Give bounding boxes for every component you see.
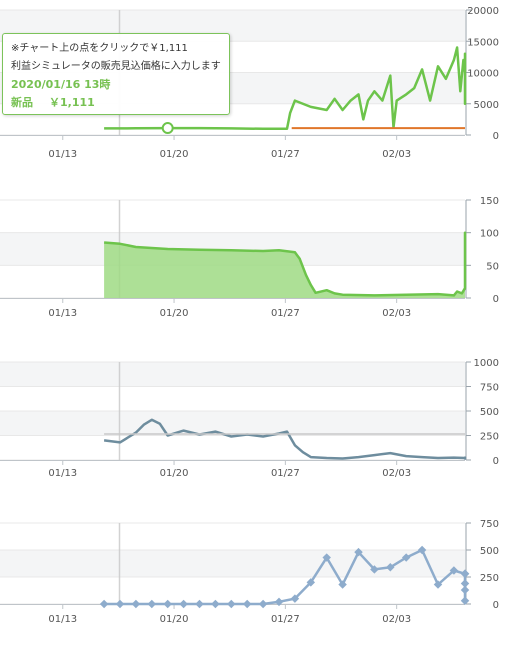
- y-tick-label: 0: [493, 600, 499, 611]
- chart-tooltip: ※チャート上の点をクリックで￥1,111 利益シミュレータの販売見込価格に入力し…: [2, 33, 230, 115]
- data-point: [147, 599, 157, 609]
- series-area-fill: [104, 232, 465, 298]
- data-point: [131, 599, 141, 609]
- tooltip-date: 2020/01/16 13時: [11, 78, 111, 91]
- x-tick-label: 01/27: [271, 308, 300, 319]
- data-point: [338, 580, 347, 589]
- x-tick-label: 02/03: [382, 308, 411, 319]
- y-tick-label: 1000: [474, 358, 499, 369]
- x-tick-label: 01/20: [160, 468, 189, 479]
- data-point: [179, 599, 188, 609]
- y-tick-label: 500: [480, 407, 499, 418]
- data-point: [433, 580, 443, 589]
- x-tick-label: 01/20: [160, 614, 189, 625]
- y-tick-label: 5000: [474, 100, 499, 111]
- y-tick-label: 50: [486, 261, 499, 272]
- tooltip-note-line2: 利益シミュレータの販売見込価格に入力します: [11, 61, 221, 72]
- data-point: [401, 553, 411, 562]
- x-tick-label: 01/27: [271, 149, 300, 160]
- x-tick-label: 02/03: [382, 149, 411, 160]
- x-tick-label: 01/27: [271, 614, 300, 625]
- data-point: [163, 599, 172, 609]
- y-tick-label: 0: [493, 131, 499, 142]
- x-tick-label: 02/03: [382, 614, 411, 625]
- y-tick-label: 100: [480, 229, 499, 240]
- hover-marker: [161, 122, 174, 135]
- data-point: [370, 565, 379, 574]
- tooltip-note-line1: ※チャート上の点をクリックで￥1,111: [11, 43, 188, 54]
- y-tick-label: 500: [480, 546, 499, 557]
- y-tick-label: 750: [480, 383, 499, 394]
- data-point: [258, 599, 268, 609]
- data-point: [460, 585, 470, 595]
- x-tick-label: 01/13: [48, 468, 77, 479]
- data-point: [354, 547, 363, 557]
- data-point: [115, 599, 125, 609]
- y-tick-label: 750: [480, 519, 499, 530]
- y-tick-label: 0: [493, 456, 499, 467]
- plot-band: [0, 550, 465, 577]
- x-tick-label: 01/13: [48, 308, 77, 319]
- data-point: [211, 599, 220, 609]
- data-point: [195, 599, 204, 609]
- series-line-sellers: [103, 418, 467, 460]
- data-point: [460, 569, 470, 579]
- data-point: [460, 579, 470, 588]
- data-point: [227, 599, 236, 609]
- x-tick-label: 02/03: [382, 468, 411, 479]
- tooltip-series-label: 新品: [11, 96, 33, 109]
- x-tick-label: 01/20: [160, 149, 189, 160]
- y-tick-label: 0: [493, 294, 499, 305]
- tooltip-price-row: 新品 ￥1,111: [11, 94, 223, 112]
- chart-panel-4: 0 250 500 750 01/13 01/20 01/27 02/03: [0, 519, 499, 625]
- data-point: [306, 578, 316, 587]
- tooltip-price: ￥1,111: [49, 96, 95, 109]
- x-tick-label: 01/13: [48, 149, 77, 160]
- x-tick-label: 01/27: [271, 468, 300, 479]
- data-point: [290, 594, 300, 603]
- chart-panel-1: 0 5000 10000 15000 20000 01/13 01/20 01/27 02/03: [0, 6, 499, 160]
- y-tick-label: 250: [480, 573, 499, 584]
- data-point: [386, 563, 395, 572]
- x-tick-label: 01/20: [160, 308, 189, 319]
- data-point: [99, 599, 109, 609]
- y-tick-label: 15000: [467, 37, 499, 48]
- data-point: [460, 596, 470, 606]
- x-tick-label: 01/13: [48, 614, 77, 625]
- y-tick-label: 150: [480, 196, 499, 207]
- y-tick-label: 20000: [467, 6, 499, 17]
- y-tick-label: 250: [480, 432, 499, 443]
- plot-band: [0, 362, 465, 387]
- data-point: [274, 597, 284, 607]
- y-tick-label: 10000: [467, 69, 499, 80]
- series-line-rank: [103, 231, 467, 297]
- data-point: [449, 566, 459, 575]
- series-line-new_price: [104, 46, 467, 131]
- data-point: [417, 545, 427, 555]
- plot-band: [0, 411, 465, 436]
- chart-panel-2: 0 50 100 150 01/13 01/20 01/27 02/03: [0, 196, 499, 319]
- data-point: [322, 553, 331, 562]
- chart-panel-3: 0 250 500 750 1000 01/13 01/20 01/27 02/03: [0, 358, 499, 479]
- data-point: [242, 599, 252, 609]
